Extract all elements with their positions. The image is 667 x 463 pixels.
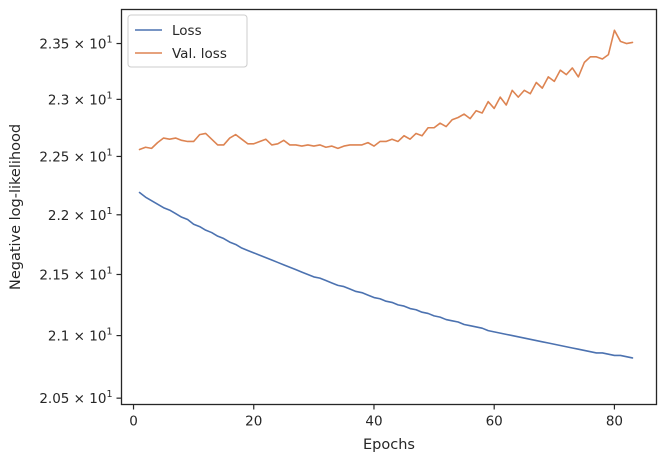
series-line-val-loss [138, 29, 634, 151]
x-tick-label: 60 [486, 414, 503, 430]
x-tick-label: 0 [129, 414, 138, 430]
legend-box [127, 14, 248, 68]
x-axis-label: Epochs [363, 437, 415, 453]
legend-label-val-loss: Val. loss [172, 46, 227, 62]
y-tick-label: 2.35 × 101 [39, 35, 112, 53]
y-axis-ticks: 2.05 × 101 2.1 × 101 2.15 × 101 2.2 × 101 2.… [39, 35, 122, 407]
legend-label-loss: Loss [172, 23, 202, 39]
y-tick-label: 2.1 × 101 [48, 327, 113, 345]
y-tick-label: 2.25 × 101 [39, 147, 112, 165]
y-tick-label: 2.05 × 101 [39, 389, 112, 407]
series-line-loss [138, 191, 634, 359]
x-axis-ticks: 0 20 40 60 80 [129, 404, 623, 430]
y-axis-label: Negative log-likelihood [8, 124, 24, 290]
y-tick-label: 2.15 × 101 [39, 265, 112, 283]
series-layer [138, 29, 634, 359]
x-tick-label: 80 [606, 414, 623, 430]
y-tick-label: 2.3 × 101 [48, 90, 113, 108]
plot-frame [120, 8, 658, 406]
x-tick-label: 20 [245, 414, 262, 430]
x-tick-label: 40 [365, 414, 382, 430]
y-tick-label: 2.2 × 101 [48, 206, 113, 224]
legend: Loss Val. loss [127, 14, 248, 68]
